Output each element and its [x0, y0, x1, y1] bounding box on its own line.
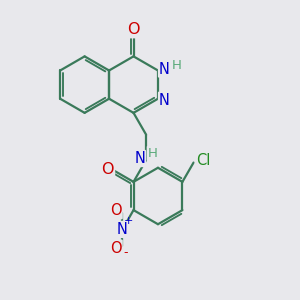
Text: N: N: [134, 151, 145, 166]
Text: +: +: [124, 216, 134, 226]
Text: -: -: [123, 246, 127, 259]
Text: O: O: [127, 22, 140, 37]
Text: H: H: [148, 147, 158, 160]
Text: N: N: [159, 93, 170, 108]
Text: N: N: [159, 61, 170, 76]
Text: O: O: [110, 203, 122, 218]
Text: H: H: [172, 58, 181, 72]
Text: O: O: [101, 162, 114, 177]
Text: N: N: [117, 222, 128, 237]
Text: Cl: Cl: [196, 153, 210, 168]
Text: O: O: [110, 241, 122, 256]
